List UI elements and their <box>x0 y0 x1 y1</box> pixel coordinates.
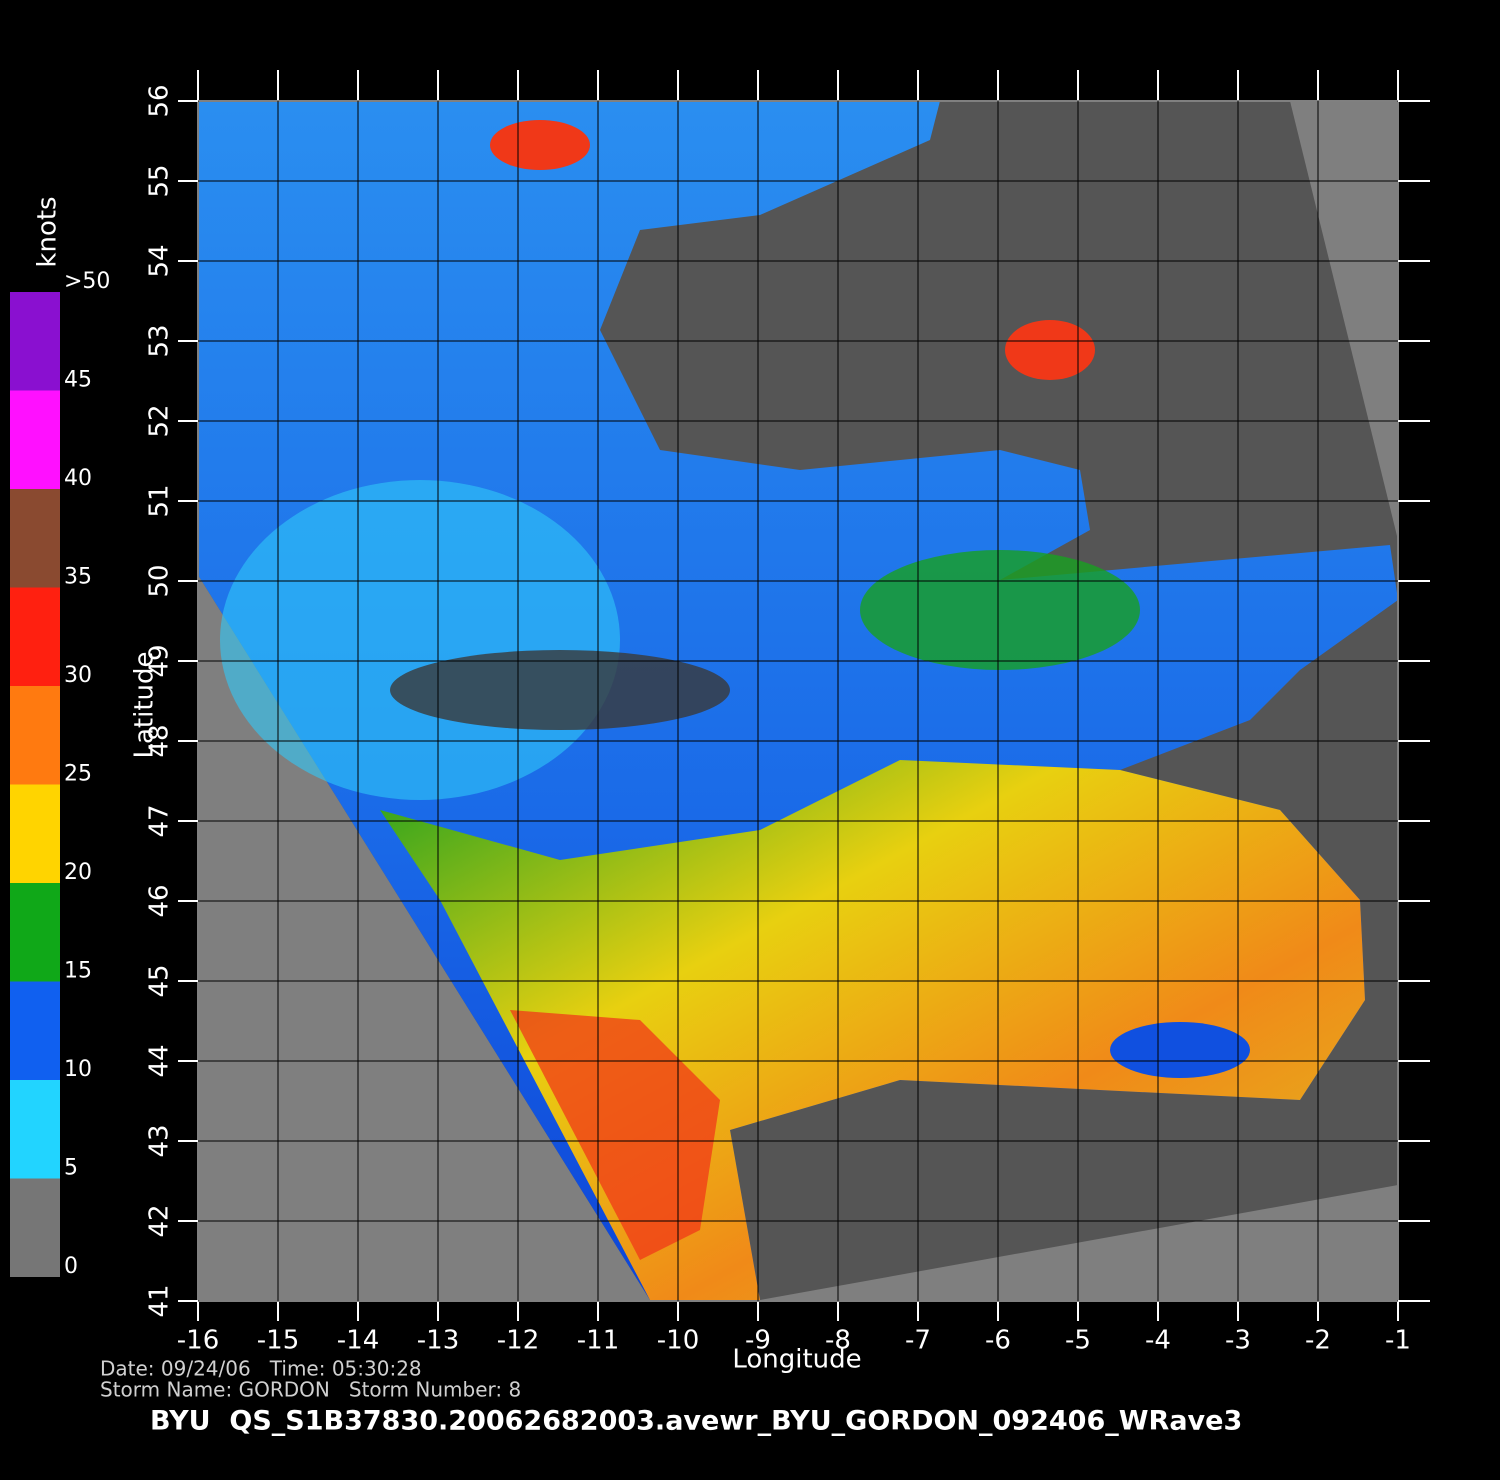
y-tick-label: 53 <box>145 324 175 357</box>
x-axis-label: Longitude <box>732 1345 861 1375</box>
colorbar-band <box>10 883 60 982</box>
x-tick-label: -5 <box>1065 1326 1091 1356</box>
x-tick-label: -2 <box>1305 1326 1331 1356</box>
colorbar-band <box>10 292 60 391</box>
colorbar-tick-label: 25 <box>64 762 92 787</box>
date-line: Date: 09/24/06 Time: 05:30:28 <box>100 1357 422 1381</box>
colorbar-tick-label: 40 <box>64 466 92 491</box>
x-tick-label: -15 <box>257 1326 299 1356</box>
x-tick-label: -3 <box>1225 1326 1251 1356</box>
y-tick-label: 47 <box>145 804 175 837</box>
y-tick-label: 42 <box>145 1204 175 1237</box>
colorbar-tick-label: 15 <box>64 959 92 984</box>
colorbar-tick-label: 0 <box>64 1254 78 1279</box>
colorbar-tick-label: >50 <box>64 269 110 294</box>
colorbar-band <box>10 1080 60 1179</box>
x-tick-label: -10 <box>657 1326 699 1356</box>
title: BYU QS_S1B37830.20062682003.avewr_BYU_GO… <box>150 1406 1242 1437</box>
y-tick-label: 43 <box>145 1124 175 1157</box>
colorbar-tick-label: 5 <box>64 1156 78 1181</box>
colorbar-label: knots <box>33 196 63 267</box>
y-tick-label: 50 <box>145 564 175 597</box>
colorbar-band <box>10 981 60 1080</box>
y-tick-label: 56 <box>145 84 175 117</box>
x-tick-label: -14 <box>337 1326 379 1356</box>
y-tick-label: 54 <box>145 244 175 277</box>
colorbar-band <box>10 784 60 883</box>
x-tick-label: -1 <box>1385 1326 1411 1356</box>
y-tick-label: 55 <box>145 164 175 197</box>
colorbar-band <box>10 686 60 785</box>
x-tick-label: -9 <box>745 1326 771 1356</box>
x-tick-label: -11 <box>577 1326 619 1356</box>
colorbar-tick-label: 30 <box>64 663 92 688</box>
x-tick-label: -8 <box>825 1326 851 1356</box>
y-tick-label: 41 <box>145 1284 175 1317</box>
high-wind-zone <box>510 1010 720 1260</box>
calm-zone <box>390 650 730 730</box>
colorbar-tick-label: 20 <box>64 860 92 885</box>
y-tick-label: 48 <box>145 724 175 757</box>
y-tick-label: 45 <box>145 964 175 997</box>
y-tick-label: 46 <box>145 884 175 917</box>
low-wind-zone <box>1110 1022 1250 1078</box>
high-wind-zone <box>1005 320 1095 380</box>
y-tick-label: 52 <box>145 404 175 437</box>
moderate-wind-zone <box>860 550 1140 670</box>
y-axis-label: Latitude <box>130 651 160 758</box>
x-tick-label: -13 <box>417 1326 459 1356</box>
storm-line: Storm Name: GORDON Storm Number: 8 <box>100 1378 521 1402</box>
x-tick-label: -16 <box>177 1326 219 1356</box>
x-tick-label: -12 <box>497 1326 539 1356</box>
colorbar-band <box>10 390 60 489</box>
x-tick-label: -4 <box>1145 1326 1171 1356</box>
colorbar-band <box>10 1178 60 1277</box>
colorbar-band <box>10 587 60 686</box>
light-wind-zone <box>220 480 620 800</box>
y-tick-label: 49 <box>145 644 175 677</box>
colorbar-tick-label: 10 <box>64 1057 92 1082</box>
colorbar-tick-label: 45 <box>64 368 92 393</box>
colorbar-tick-label: 35 <box>64 565 92 590</box>
y-tick-label: 51 <box>145 484 175 517</box>
high-wind-zone <box>490 120 590 170</box>
y-tick-label: 44 <box>145 1044 175 1077</box>
colorbar-band <box>10 489 60 588</box>
x-tick-label: -7 <box>905 1326 931 1356</box>
x-tick-label: -6 <box>985 1326 1011 1356</box>
